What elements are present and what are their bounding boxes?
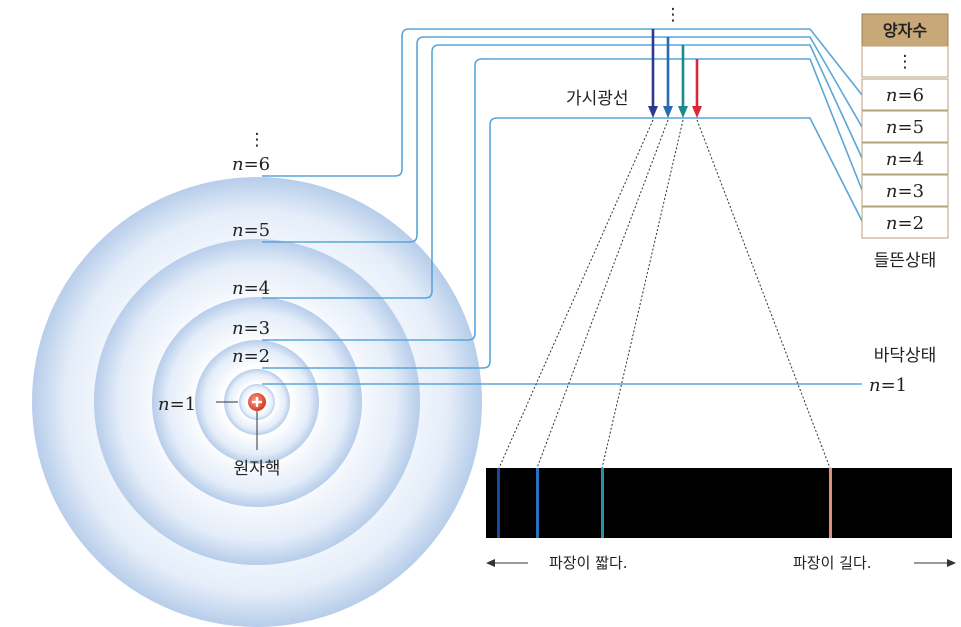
long-wavelength-arrow [914, 559, 956, 567]
table-row-n4: n=4 [886, 149, 924, 170]
spectrum-line-blue [536, 468, 539, 538]
nucleus [216, 393, 266, 450]
nucleus-label: 원자핵 [234, 459, 281, 479]
spectrum-line-violet [497, 468, 500, 538]
atom-level-n2: n=2 [232, 346, 270, 367]
projection-lines [498, 119, 831, 469]
atom-level-n4: n=4 [232, 278, 270, 299]
transition-arrows [648, 29, 702, 118]
atom-level-n5: n=5 [232, 220, 270, 241]
atom-ellipsis: ⋮ [249, 130, 266, 150]
top-ellipsis: ⋮ [665, 5, 682, 25]
spectrum-line-teal [601, 468, 604, 538]
table-header: 양자수 [883, 21, 927, 40]
visible-light-label: 가시광선 [566, 89, 629, 109]
spectrum-line-red [829, 468, 832, 538]
connector-n6 [262, 28, 863, 177]
atom-level-n3: n=3 [232, 318, 270, 339]
table-row-n6: n=6 [886, 85, 924, 106]
short-wavelength-caption: 파장이 짧다. [549, 554, 628, 572]
connector-n4 [262, 44, 863, 299]
connector-n3 [262, 58, 863, 341]
excited-state-label: 들뜬상태 [874, 251, 937, 271]
emission-spectrum [486, 468, 952, 538]
table-row-n5: n=5 [886, 117, 924, 138]
spectrum-background [486, 468, 952, 538]
atom-level-n6: n=6 [232, 154, 270, 175]
quantum-number-table: 양자수 ⋮ n=6 n=5 n=4 n=3 n=2 [861, 13, 949, 239]
long-wavelength-caption: 파장이 길다. [793, 554, 872, 572]
level-connectors [262, 28, 863, 385]
table-ellipsis: ⋮ [897, 52, 914, 72]
ground-state-label: 바닥상태 [874, 346, 937, 366]
connector-n2 [262, 117, 863, 369]
ground-state-level: n=1 [869, 375, 907, 396]
table-row-n3: n=3 [886, 181, 924, 202]
atom-level-n1: n=1 [158, 394, 196, 415]
table-header-bg [861, 13, 949, 47]
connector-n5 [262, 36, 863, 243]
table-row-n2: n=2 [886, 213, 924, 234]
short-wavelength-arrow [486, 559, 528, 567]
